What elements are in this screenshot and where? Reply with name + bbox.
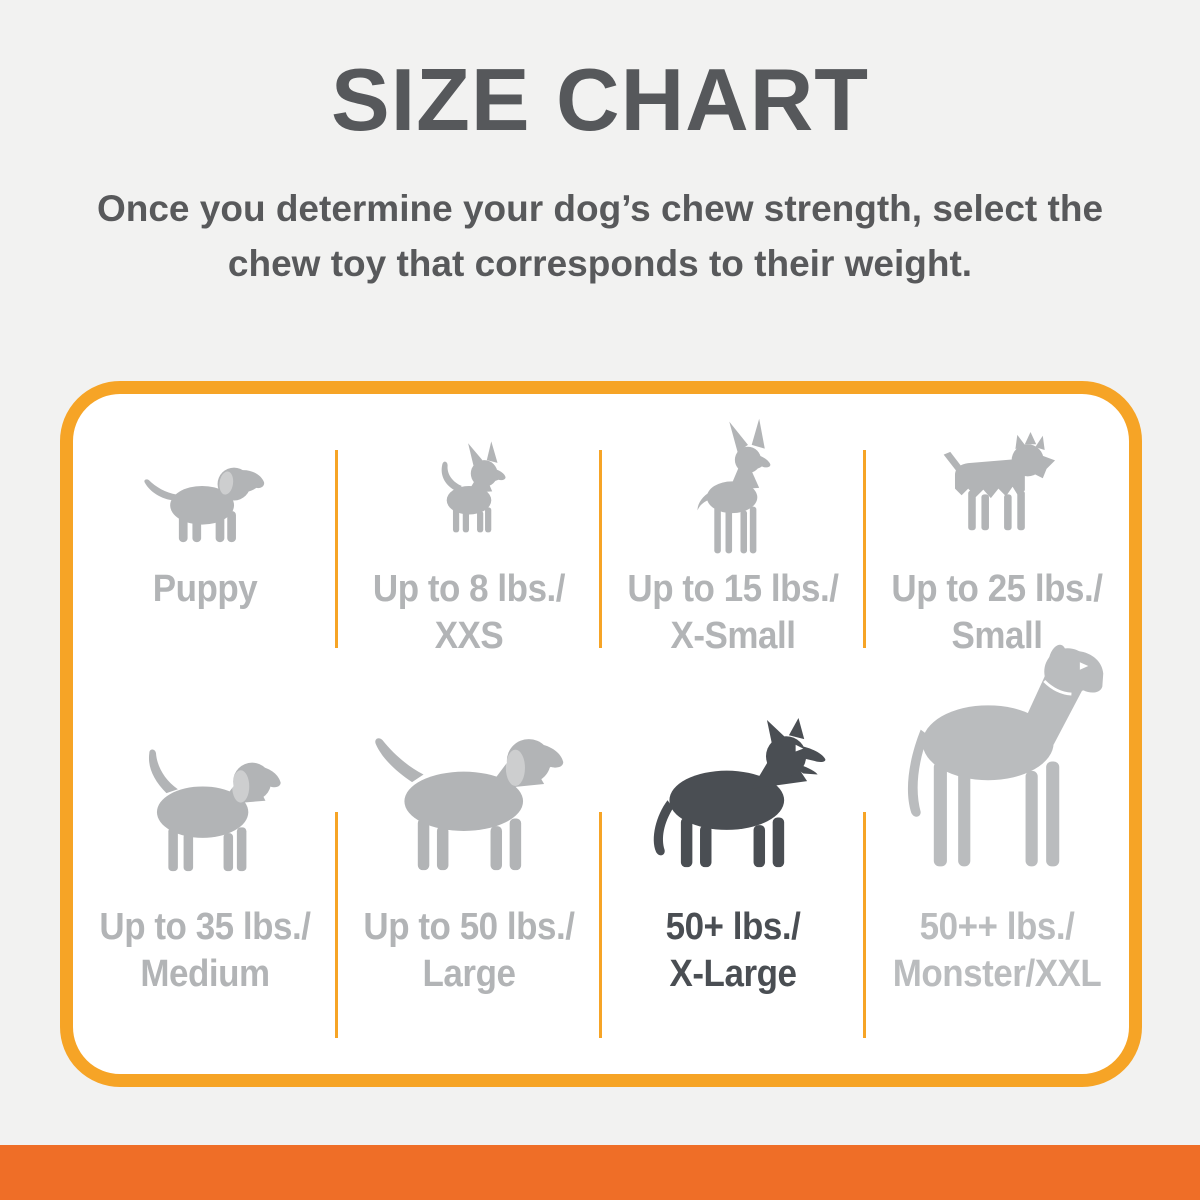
header: SIZE CHART Once you determine your dog’s… (0, 0, 1200, 292)
terrier-dog-icon (943, 432, 1056, 531)
size-cell-label: Puppy (152, 568, 258, 610)
size-cell-large: Up to 50 lbs./ Large (337, 694, 601, 1074)
great-dane-dog-icon (907, 644, 1104, 867)
size-cell-label: 50+ lbs./ X-Large (665, 906, 801, 996)
column-divider (863, 812, 866, 1038)
size-cell-monster: 50++ lbs./ Monster/XXL (865, 644, 1129, 1074)
footer-accent-bar (0, 1145, 1200, 1200)
size-cell-small: Up to 25 lbs./ Small (865, 394, 1129, 694)
column-divider (599, 812, 602, 1038)
labrador-dog-icon (375, 738, 564, 871)
min-pin-dog-icon (697, 418, 771, 554)
size-cell-x-large: 50+ lbs./ X-Large (601, 694, 865, 1074)
size-cell-label: Up to 50 lbs./ Large (363, 906, 575, 996)
size-cell-label: Up to 25 lbs./ Small (891, 568, 1103, 658)
size-cell-label: Up to 15 lbs./ X-Small (627, 568, 839, 658)
size-chart-panel: Puppy (60, 381, 1142, 1087)
column-divider (863, 450, 866, 648)
beagle-dog-icon (148, 749, 281, 872)
size-cell-x-small: Up to 15 lbs./ X-Small (601, 394, 865, 694)
size-cell-xxs: Up to 8 lbs./ XXS (337, 394, 601, 694)
size-cell-label: Up to 8 lbs./ XXS (372, 568, 566, 658)
size-cell-label: Up to 35 lbs./ Medium (99, 906, 311, 996)
subtitle-line-1: Once you determine your dog’s chew stren… (96, 188, 1104, 229)
size-grid: Puppy (73, 394, 1129, 1074)
size-cell-puppy: Puppy (73, 394, 337, 694)
size-cell-label: 50++ lbs./ Monster/XXL (892, 906, 1102, 996)
cattle-dog-icon (653, 718, 826, 868)
column-divider (599, 450, 602, 648)
column-divider (335, 812, 338, 1038)
size-cell-medium: Up to 35 lbs./ Medium (73, 694, 337, 1074)
puppy-dog-icon (144, 467, 265, 543)
column-divider (335, 450, 338, 648)
page-title: SIZE CHART (331, 50, 869, 149)
chihuahua-dog-icon (441, 441, 506, 533)
subtitle: Once you determine your dog’s chew stren… (0, 182, 1200, 292)
subtitle-line-2: chew toy that corresponds to their weigh… (227, 242, 973, 284)
